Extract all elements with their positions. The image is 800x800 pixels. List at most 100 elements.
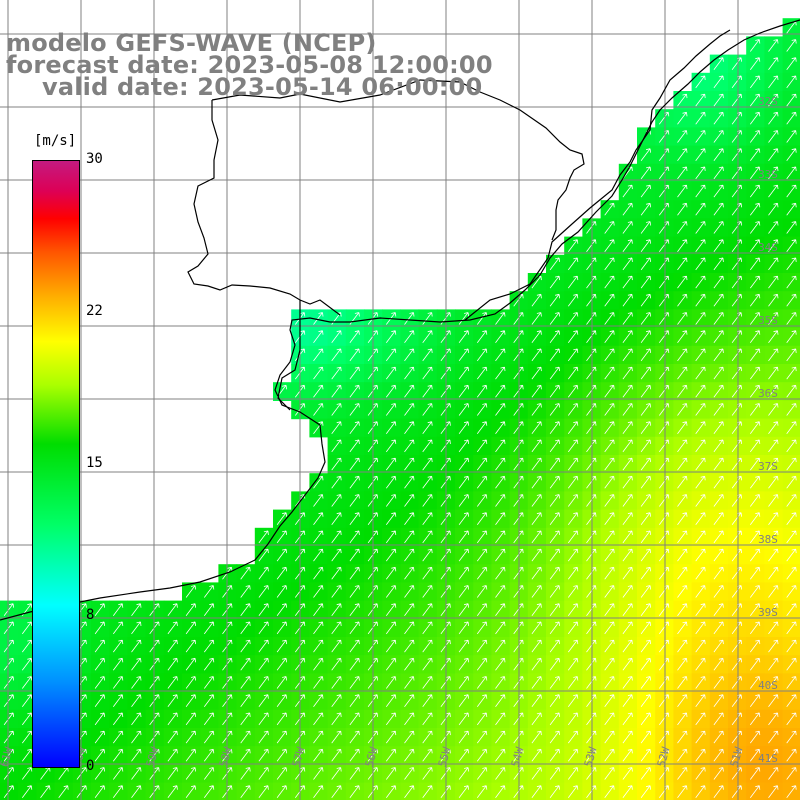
wind-cell <box>546 546 565 565</box>
wind-arrow <box>549 494 560 507</box>
wind-cell <box>382 436 401 456</box>
wind-cell <box>600 600 620 620</box>
wind-arrow <box>240 730 251 744</box>
wind-cell <box>746 491 765 511</box>
wind-arrow <box>131 694 142 707</box>
wind-arrow <box>476 366 488 380</box>
wind-arrow <box>131 712 142 726</box>
wind-cell <box>546 491 565 511</box>
wind-arrow <box>58 785 69 798</box>
wind-arrow <box>185 730 196 744</box>
wind-cell <box>691 728 711 747</box>
wind-arrow <box>331 767 342 780</box>
wind-cell <box>327 382 347 401</box>
wind-arrow <box>331 603 342 616</box>
wind-arrow <box>549 366 560 380</box>
wind-arrow <box>21 785 33 798</box>
wind-arrow <box>549 348 560 362</box>
wind-cell <box>728 473 747 492</box>
wind-arrow <box>240 621 251 635</box>
wind-cell <box>291 637 310 656</box>
wind-arrow <box>549 403 560 416</box>
wind-cell <box>673 746 693 765</box>
wind-cell <box>746 273 765 292</box>
wind-cell <box>291 509 310 529</box>
wind-cell <box>709 254 729 274</box>
wind-arrow <box>440 384 451 398</box>
wind-arrow <box>567 421 579 434</box>
wind-arrow <box>622 475 633 489</box>
wind-arrow <box>768 512 779 525</box>
wind-arrow <box>531 548 542 562</box>
wind-cell <box>527 764 547 784</box>
wind-arrow <box>167 676 178 689</box>
wind-arrow <box>531 712 542 726</box>
latitude-label: 37S <box>758 460 778 473</box>
wind-arrow <box>258 785 269 798</box>
wind-arrow <box>786 221 797 234</box>
wind-arrow <box>404 748 415 762</box>
wind-arrow <box>440 475 451 489</box>
wind-cell <box>418 436 438 456</box>
wind-arrow <box>768 694 779 707</box>
wind-arrow <box>677 202 688 216</box>
wind-arrow <box>331 494 342 507</box>
wind-arrow <box>458 566 469 580</box>
wind-cell <box>273 764 292 784</box>
wind-cell <box>527 491 547 511</box>
wind-arrow <box>640 275 651 289</box>
wind-cell <box>673 364 693 383</box>
wind-cell <box>764 582 784 602</box>
wind-arrow <box>622 657 633 671</box>
wind-cell <box>709 54 729 74</box>
wind-cell <box>527 618 547 638</box>
wind-arrow <box>713 603 724 616</box>
wind-arrow <box>258 530 269 544</box>
wind-arrow <box>713 785 724 798</box>
wind-arrow <box>531 475 542 489</box>
wind-arrow <box>749 75 761 89</box>
wind-arrow <box>695 512 706 525</box>
wind-arrow <box>531 439 542 453</box>
wind-arrow <box>313 348 324 362</box>
wind-cell <box>473 728 492 747</box>
wind-arrow <box>713 475 724 489</box>
wind-cell <box>618 364 638 383</box>
wind-arrow <box>549 694 560 707</box>
wind-arrow <box>640 293 651 307</box>
wind-cell <box>546 746 565 765</box>
wind-arrow <box>567 767 579 780</box>
wind-arrow <box>768 548 779 562</box>
wind-arrow <box>385 621 397 635</box>
wind-cell <box>345 327 365 347</box>
wind-arrow <box>385 439 397 453</box>
wind-arrow <box>567 403 579 416</box>
wind-cell <box>618 527 638 547</box>
wind-cell <box>691 72 711 92</box>
wind-arrow <box>549 603 560 616</box>
wind-cell <box>418 400 438 420</box>
wind-arrow <box>640 166 651 180</box>
wind-arrow <box>549 330 560 343</box>
wind-arrow <box>240 566 251 580</box>
wind-arrow <box>622 293 633 307</box>
wind-cell <box>691 509 711 529</box>
wind-cell <box>600 382 620 401</box>
wind-arrow <box>677 639 688 653</box>
colorbar-tick-15: 15 <box>86 455 103 471</box>
wind-cell <box>527 436 547 456</box>
wind-arrow <box>622 639 633 653</box>
wind-arrow <box>786 439 797 453</box>
wind-arrow <box>131 730 142 744</box>
wind-cell <box>709 109 729 128</box>
wind-arrow <box>549 785 560 798</box>
wind-cell <box>637 564 656 583</box>
wind-cell <box>109 691 128 711</box>
wind-cell <box>473 673 492 693</box>
wind-cell <box>637 327 656 347</box>
wind-cell <box>200 746 219 765</box>
wind-arrow <box>713 439 724 453</box>
wind-cell <box>600 764 620 784</box>
wind-arrow <box>404 439 415 453</box>
wind-arrow <box>713 585 724 598</box>
